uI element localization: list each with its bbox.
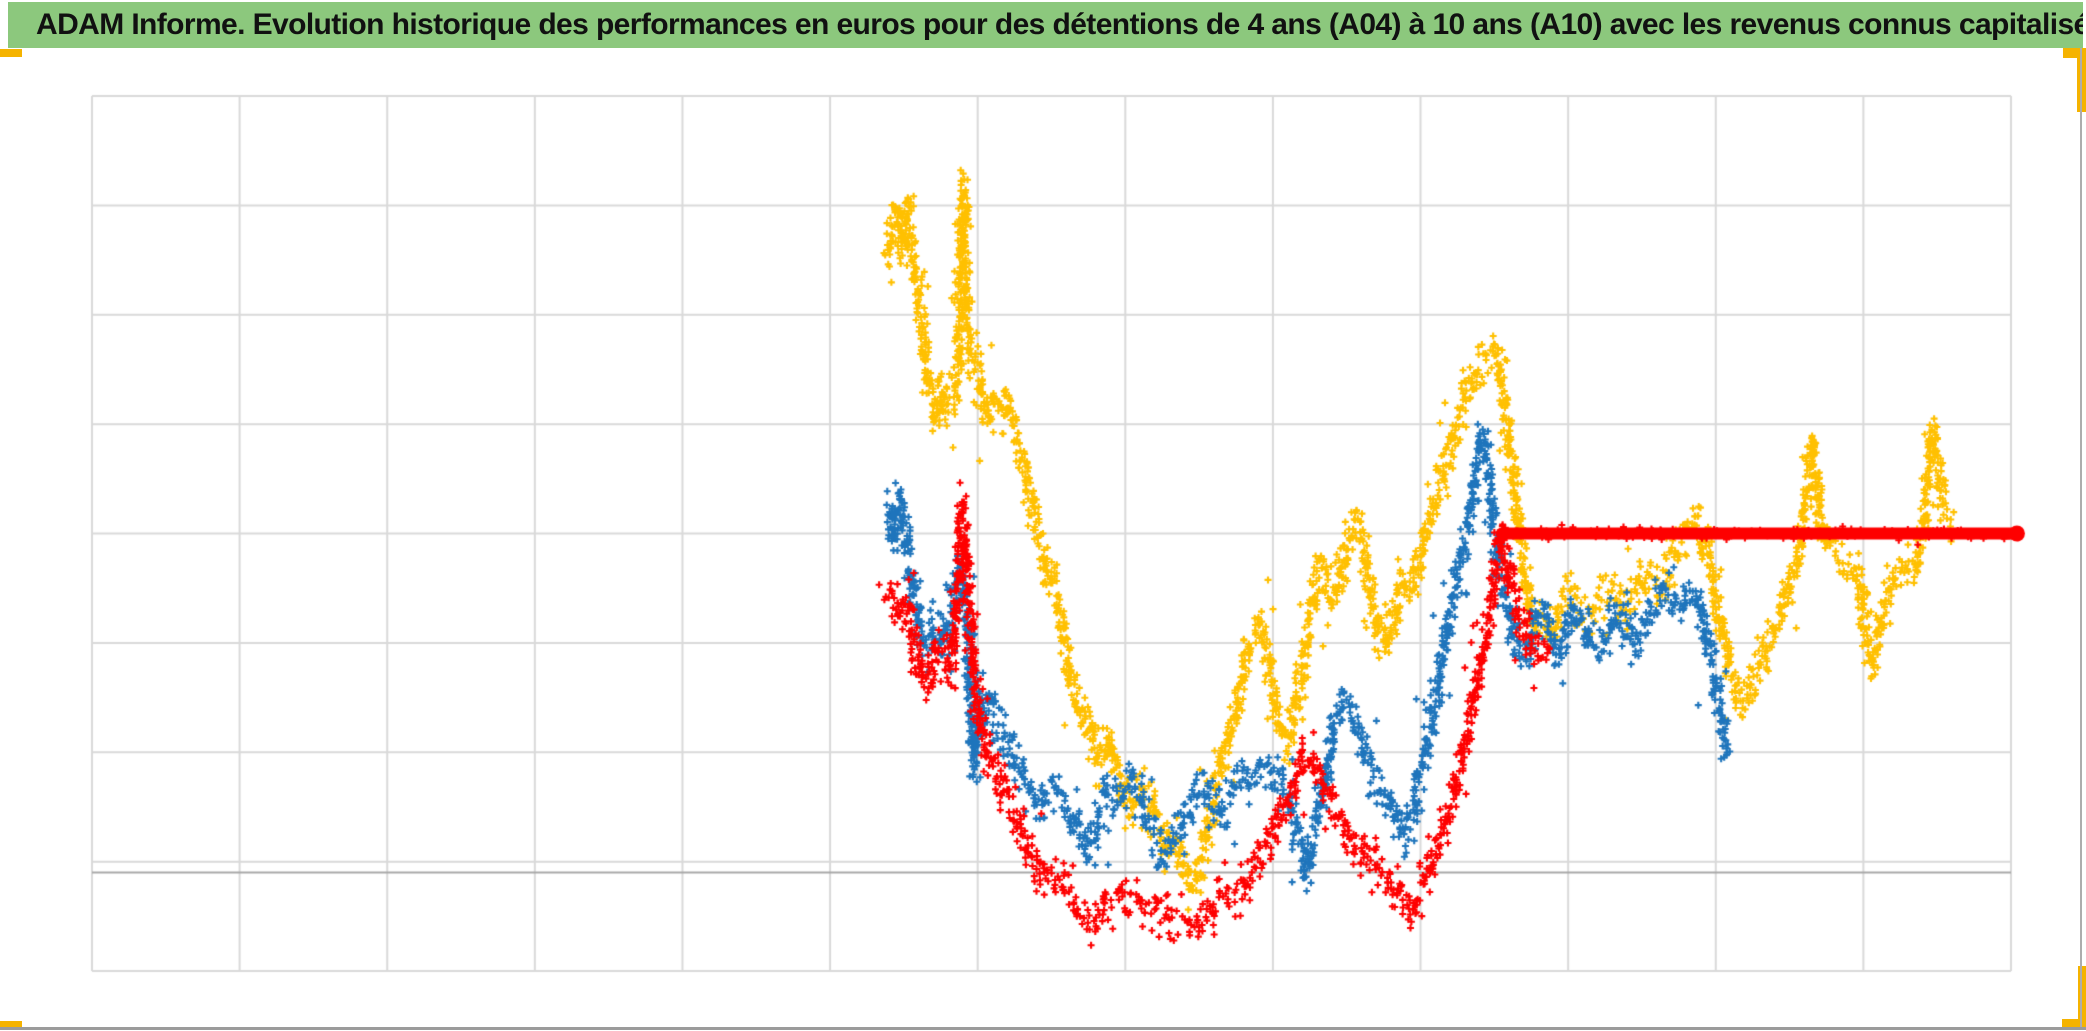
bottom-edge-line: [0, 1027, 2086, 1030]
right-edge-line: [2080, 48, 2082, 1029]
